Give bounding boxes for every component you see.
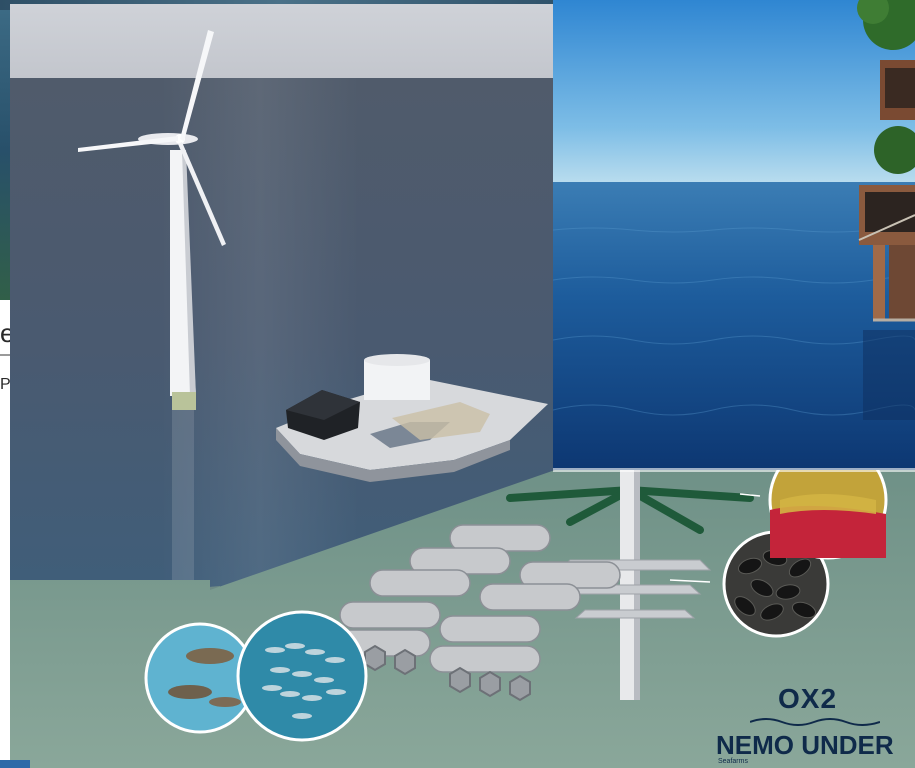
seaweed-photo-circle xyxy=(739,470,888,560)
nemo-logo: NEMO UNDER xyxy=(716,730,894,760)
underwater-farm-render xyxy=(10,470,915,768)
fish-photo-circle-2 xyxy=(236,610,368,742)
concrete-tube-blocks xyxy=(329,524,621,702)
rusty-platform xyxy=(857,0,915,322)
wind-turbine xyxy=(78,30,226,410)
bottom-left-edge xyxy=(0,760,30,768)
offshore-platform-photo xyxy=(553,0,915,470)
nemo-logo-subtitle: Seafarms xyxy=(718,758,748,765)
wind-turbine-render xyxy=(10,4,553,604)
photo-top-shadow xyxy=(553,468,915,472)
ox2-logo: OX2 xyxy=(778,683,838,714)
hexagonal-platform xyxy=(276,354,548,482)
nemo-logo-wave xyxy=(750,716,880,726)
